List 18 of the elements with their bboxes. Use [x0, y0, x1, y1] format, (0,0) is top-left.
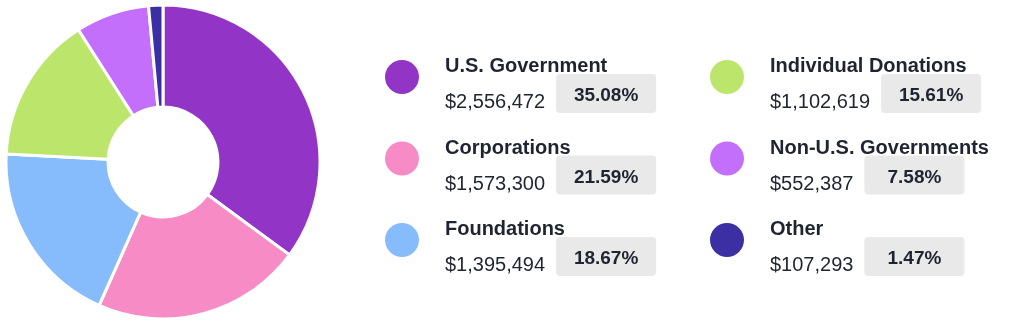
- text: 18.67%: [573, 247, 639, 268]
- text: 7.58%: [887, 165, 942, 187]
- legend-label: Corporations: [445, 135, 571, 158]
- text: 35.08%: [573, 84, 639, 105]
- data-label: $1,395,494: [445, 253, 546, 275]
- data-label: $2,556,472: [445, 90, 546, 112]
- legend-label: Individual Donations: [770, 54, 967, 76]
- legend-label: U.S. Government: [445, 54, 608, 76]
- data-label: $552,387: [770, 171, 854, 194]
- text: 1.47%: [887, 247, 942, 268]
- data-label: $1,102,619: [770, 90, 871, 112]
- data-label: $1,573,300: [445, 171, 546, 194]
- text: 15.61%: [898, 84, 964, 105]
- data-label: $107,293: [770, 253, 854, 275]
- legend-label: Other: [770, 217, 824, 239]
- text: 21.59%: [573, 165, 639, 187]
- legend-label: Foundations: [445, 217, 565, 239]
- legend-label: Non-U.S. Governments: [770, 135, 989, 158]
